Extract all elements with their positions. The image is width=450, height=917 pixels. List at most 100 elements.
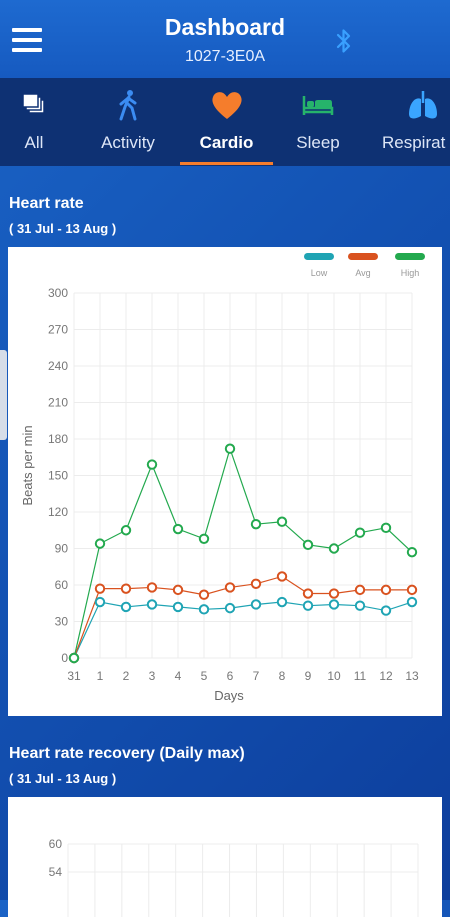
data-point-avg: [146, 582, 158, 593]
drawer-edge-handle[interactable]: [0, 350, 7, 440]
x-axis-label: Days: [214, 688, 244, 703]
x-tick-label: 4: [175, 669, 182, 683]
data-point-low: [354, 600, 366, 611]
data-point-avg: [172, 584, 184, 596]
data-point-avg: [380, 584, 392, 596]
data-point-low: [198, 604, 210, 615]
data-point-high: [250, 518, 262, 530]
legend-swatch-high: [395, 253, 425, 260]
walking-person-icon: [119, 90, 137, 121]
data-point-high: [198, 533, 210, 544]
data-point-low: [250, 599, 262, 610]
data-point-avg: [94, 583, 106, 594]
legend-label-avg: Avg: [355, 268, 370, 278]
y-tick-label: 180: [48, 432, 68, 446]
data-point-low: [120, 601, 132, 613]
y-tick-label: 300: [48, 286, 68, 300]
legend-label-high: High: [401, 268, 420, 278]
active-tab-indicator: [180, 162, 273, 165]
x-tick-label: 11: [354, 669, 367, 683]
device-id: 1027-3E0A: [184, 48, 266, 65]
y-tick-label: 60: [49, 837, 63, 851]
heart-rate-recovery-chart-card: 60 54: [8, 797, 442, 917]
y-tick-label: 30: [55, 615, 69, 629]
y-axis-label: Beats per min: [20, 425, 35, 505]
data-point-low: [146, 599, 158, 610]
data-point-low: [328, 599, 340, 610]
data-point-high: [172, 523, 184, 535]
data-point-high: [276, 516, 288, 527]
bluetooth-icon[interactable]: [334, 26, 354, 56]
x-tick-label: 12: [379, 669, 393, 683]
tab-sleep[interactable]: Sleep: [280, 78, 356, 166]
data-point-high: [120, 525, 132, 536]
data-point-avg: [198, 589, 210, 600]
data-point-high: [146, 459, 158, 470]
data-point-high: [354, 527, 366, 538]
y-tick-label: 90: [55, 542, 69, 556]
data-point-avg: [302, 588, 314, 599]
heart-rate-recovery-title: Heart rate recovery (Daily max): [9, 745, 245, 762]
series-line-high: [73, 446, 413, 659]
data-point-high: [224, 443, 236, 454]
data-point-low: [406, 596, 418, 608]
tab-label: Respirat: [382, 133, 446, 152]
heart-rate-date-range: ( 31 Jul - 13 Aug ): [9, 221, 117, 236]
data-point-high: [68, 652, 80, 664]
tab-respiration[interactable]: Respirat: [378, 78, 450, 166]
y-tick-label: 210: [48, 396, 68, 410]
x-tick-label: 10: [327, 669, 341, 683]
data-point-high: [328, 543, 340, 554]
x-tick-label: 2: [123, 669, 130, 683]
hamburger-menu-icon[interactable]: [12, 28, 42, 54]
data-point-low: [380, 605, 392, 616]
y-tick-label: 0: [61, 651, 68, 665]
legend-swatch-avg: [348, 253, 378, 260]
data-point-avg: [406, 584, 418, 596]
x-tick-label: 5: [201, 669, 208, 683]
stack-icon: [22, 93, 45, 114]
data-point-avg: [328, 588, 340, 599]
page-title: Dashboard: [164, 14, 286, 40]
app-header: Dashboard 1027-3E0A: [0, 0, 450, 78]
tab-label: Cardio: [199, 133, 254, 152]
x-tick-label: 13: [405, 669, 419, 683]
heart-rate-chart-card: 0 30 60 90 120 150 180 210 240 270 300 31 1 2 3 4 5 6 7 8 9 1…: [8, 247, 442, 716]
data-point-high: [94, 538, 106, 549]
data-point-avg: [354, 584, 366, 596]
y-tick-label: 54: [49, 865, 63, 879]
x-tick-label: 31: [67, 669, 81, 683]
legend-swatch-low: [304, 253, 334, 260]
y-tick-label: 150: [48, 469, 68, 483]
x-tick-label: 1: [97, 669, 104, 683]
tab-all[interactable]: All: [0, 78, 68, 166]
lungs-icon: [409, 91, 437, 119]
data-point-low: [224, 602, 236, 614]
data-point-high: [380, 522, 392, 534]
heart-rate-recovery-date-range: ( 31 Jul - 13 Aug ): [9, 771, 117, 786]
heart-rate-recovery-chart[interactable]: 60 54: [8, 797, 442, 917]
category-tab-bar: All Activity Cardio Sleep Respirat: [0, 78, 450, 166]
data-point-avg: [276, 571, 288, 582]
y-tick-label: 240: [48, 359, 68, 373]
tab-label: Activity: [101, 133, 155, 152]
bed-icon: [302, 96, 334, 115]
x-tick-label: 7: [253, 669, 260, 683]
data-point-high: [302, 539, 314, 551]
tab-activity[interactable]: Activity: [88, 78, 168, 166]
legend-label-low: Low: [311, 268, 328, 278]
data-point-avg: [224, 582, 236, 593]
heart-icon: [211, 92, 242, 119]
data-point-low: [302, 600, 314, 611]
y-tick-label: 60: [55, 578, 69, 592]
tab-label: All: [24, 133, 44, 152]
tab-label: Sleep: [296, 133, 340, 152]
data-point-high: [406, 546, 418, 558]
data-point-avg: [120, 583, 132, 594]
x-tick-label: 9: [305, 669, 312, 683]
data-point-avg: [250, 578, 262, 589]
tab-cardio[interactable]: Cardio: [180, 78, 273, 166]
x-tick-label: 3: [149, 669, 156, 683]
data-point-low: [276, 596, 288, 608]
